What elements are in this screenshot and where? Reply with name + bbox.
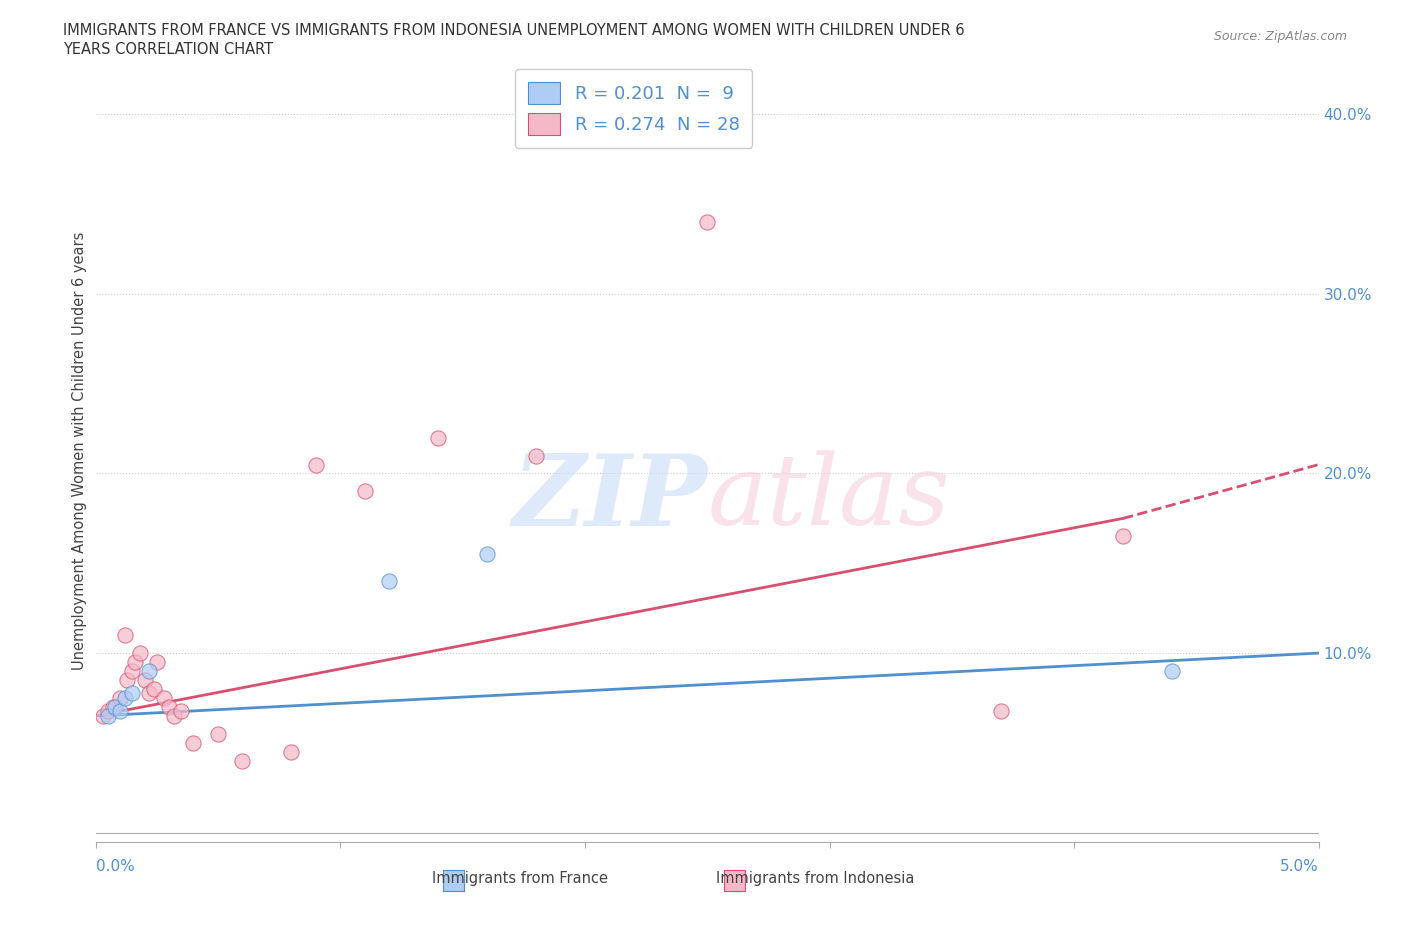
Point xyxy=(153,691,176,706)
Point xyxy=(104,699,127,714)
Point xyxy=(146,655,169,670)
Point xyxy=(117,672,139,687)
Point xyxy=(378,574,401,589)
Point xyxy=(163,709,186,724)
Point xyxy=(305,457,328,472)
Point xyxy=(101,699,124,714)
Point xyxy=(183,736,205,751)
Point xyxy=(1161,664,1184,679)
Text: Immigrants from Indonesia: Immigrants from Indonesia xyxy=(716,871,915,886)
Point xyxy=(475,547,498,562)
Point xyxy=(124,655,146,670)
Point xyxy=(121,664,143,679)
Point xyxy=(108,691,131,706)
Text: atlas: atlas xyxy=(707,450,950,546)
Point xyxy=(427,431,450,445)
Point xyxy=(990,703,1012,718)
Text: Source: ZipAtlas.com: Source: ZipAtlas.com xyxy=(1213,30,1347,43)
Text: 5.0%: 5.0% xyxy=(1279,859,1319,874)
Text: YEARS CORRELATION CHART: YEARS CORRELATION CHART xyxy=(63,42,273,57)
Legend: R = 0.201  N =  9, R = 0.274  N = 28: R = 0.201 N = 9, R = 0.274 N = 28 xyxy=(515,70,752,148)
Point xyxy=(97,703,120,718)
Point xyxy=(138,685,160,700)
Y-axis label: Unemployment Among Women with Children Under 6 years: Unemployment Among Women with Children U… xyxy=(72,232,87,671)
Point xyxy=(1112,529,1135,544)
Point xyxy=(231,753,253,768)
Point xyxy=(143,682,166,697)
Point xyxy=(524,448,547,463)
Point xyxy=(128,645,150,660)
Point xyxy=(157,699,180,714)
Text: 0.0%: 0.0% xyxy=(96,859,135,874)
Point xyxy=(108,703,131,718)
Text: ZIP: ZIP xyxy=(512,450,707,546)
Point xyxy=(121,685,143,700)
Point xyxy=(138,664,160,679)
Point xyxy=(696,215,718,230)
Text: IMMIGRANTS FROM FRANCE VS IMMIGRANTS FROM INDONESIA UNEMPLOYMENT AMONG WOMEN WIT: IMMIGRANTS FROM FRANCE VS IMMIGRANTS FRO… xyxy=(63,23,965,38)
Point xyxy=(170,703,193,718)
Point xyxy=(114,628,136,643)
Point xyxy=(91,709,114,724)
Point xyxy=(114,691,136,706)
Point xyxy=(207,726,229,741)
Point xyxy=(280,744,302,759)
Point xyxy=(134,672,156,687)
Point xyxy=(353,484,375,498)
Text: Immigrants from France: Immigrants from France xyxy=(432,871,609,886)
Point xyxy=(97,709,120,724)
